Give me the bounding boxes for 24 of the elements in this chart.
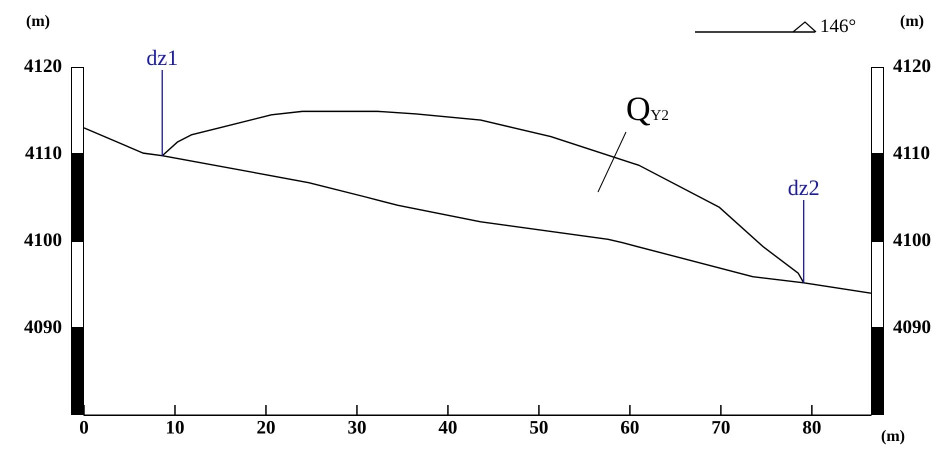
y-axis-title: (m)	[26, 13, 50, 30]
annotation: QY2	[626, 91, 669, 128]
x-tick-label: 0	[79, 417, 89, 438]
x-tick-label: 10	[165, 417, 184, 438]
y2-tick-label: 4110	[893, 142, 930, 164]
y-tick-label: 4120	[24, 56, 62, 77]
y-tick-label: 4090	[24, 316, 62, 338]
annotation: dz1	[146, 44, 178, 70]
y2-tick-label: 4100	[893, 230, 931, 251]
x-tick-label: 40	[438, 417, 458, 438]
y2-axis-title: (m)	[900, 13, 924, 30]
y-tick-label: 4100	[24, 230, 62, 251]
x-tick-label: 50	[529, 417, 548, 438]
x-tick-label: 30	[347, 417, 366, 438]
y2-tick-label: 4120	[893, 56, 931, 77]
x-tick-label: 70	[711, 417, 730, 438]
y2-tick-label: 4090	[893, 316, 931, 338]
x-axis-title: (m)	[881, 428, 905, 446]
x-tick-label: 20	[256, 417, 276, 438]
x-tick-label: 60	[620, 417, 640, 438]
y-tick-label: 4110	[25, 142, 62, 164]
x-tick-label: 80	[802, 417, 822, 438]
annotation: dz2	[788, 174, 820, 200]
text: 146°	[820, 16, 856, 37]
